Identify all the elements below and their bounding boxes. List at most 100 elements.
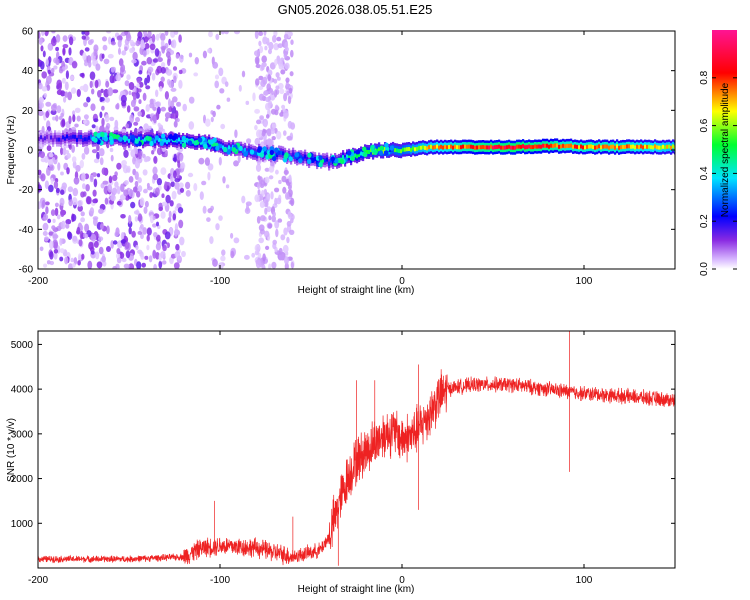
spectrogram-noise-blob — [287, 95, 292, 105]
spectrogram-noise-blob — [47, 218, 52, 224]
spectrogram-ridge-core — [314, 157, 317, 162]
spectrogram-noise-blob — [134, 148, 139, 155]
spectrogram-ridge-core — [648, 144, 651, 149]
spectrogram-noise-blob — [170, 100, 175, 109]
spectrogram-ridge-spot — [362, 146, 367, 152]
spectrogram-noise-blob — [212, 61, 219, 69]
spectrogram-ridge-spot — [310, 157, 315, 163]
spectrogram-noise-blob — [120, 214, 126, 219]
spectrogram-noise-blob — [39, 151, 45, 159]
colorbar-tick-label: 0.0 — [699, 262, 710, 276]
spectrogram-noise-blob — [146, 244, 150, 251]
spectrogram-ridge-core — [366, 149, 369, 154]
spectrogram-noise-blob — [75, 164, 81, 172]
spectrogram-noise-blob — [106, 246, 111, 252]
chart-title: GN05.2026.038.05.51.E25 — [278, 2, 433, 17]
spectrogram-ridge-spot — [318, 162, 323, 168]
spectrogram-ridge-core — [50, 135, 53, 140]
spectrogram-noise-blob — [264, 176, 270, 184]
spectrogram-noise-blob — [82, 52, 87, 61]
spectrogram-noise-blob — [255, 259, 261, 269]
spectrogram-noise-blob — [138, 70, 143, 75]
spectrogram-noise-blob — [90, 233, 97, 242]
spectrogram-noise-blob — [264, 167, 270, 172]
spectrogram-noise-blob — [120, 183, 125, 192]
spectrogram-ridge-core — [502, 145, 505, 150]
spectrogram-noise-blob — [130, 149, 136, 158]
spectrogram-ridge-core — [468, 144, 471, 149]
spectrogram-noise-blob — [99, 157, 104, 166]
spectrogram-noise-blob — [48, 152, 54, 158]
spectrogram-noise-blob — [274, 220, 280, 229]
spectrogram-noise-blob — [128, 90, 132, 96]
spectrogram-noise-blob — [266, 138, 273, 147]
spectrogram-noise-blob — [143, 188, 148, 194]
spectrogram-ridge-core — [228, 145, 231, 150]
spectrogram-noise-blob — [114, 119, 119, 129]
spectrogram-noise-blob — [76, 226, 81, 235]
spectrogram-noise-blob — [167, 58, 171, 66]
spectrogram-ridge-core — [324, 158, 327, 163]
spectrogram-noise-blob — [73, 257, 78, 265]
spectrogram-noise-blob — [246, 203, 249, 212]
spectrogram-noise-blob — [107, 87, 114, 97]
spectrogram-ridge-core — [478, 145, 481, 150]
spectrogram-ridge-spot — [108, 135, 114, 141]
spectrogram-ridge — [38, 129, 675, 171]
spectrogram-noise-blob — [82, 183, 86, 190]
spectrogram-noise-blob — [265, 245, 270, 250]
spectrogram-noise-blob — [271, 215, 277, 223]
spectrogram-noise-blob — [146, 74, 151, 84]
spectrogram-noise-blob — [168, 210, 172, 219]
spectrogram-noise-blob — [145, 104, 150, 112]
spectrogram-noise-blob — [230, 250, 235, 259]
spectrogram-noise-blob — [112, 187, 118, 195]
spectrogram-noise-blob — [177, 207, 184, 214]
spectrogram-noise-blob — [276, 130, 282, 140]
spectrogram-noise-blob — [220, 31, 225, 35]
spectrogram-noise-blob — [77, 253, 82, 261]
spectrogram-ridge-core — [650, 145, 653, 150]
spectrogram-noise-blob — [49, 251, 54, 260]
spectrogram-ridge-core — [80, 135, 83, 139]
spectrogram-noise-blob — [174, 251, 181, 258]
spectrogram-noise-blob — [71, 144, 75, 153]
spectrogram-noise-blob — [109, 116, 115, 122]
spectrogram-ridge-core — [416, 146, 419, 151]
spectrogram-noise-blob — [170, 181, 175, 188]
spectrogram-ridge-core — [376, 148, 379, 153]
spectrogram-noise-blob — [241, 70, 246, 78]
spectrogram-ridge-core — [184, 139, 187, 144]
spectrogram-noise-blob — [287, 120, 293, 129]
spectrogram-ridge-core — [248, 148, 251, 153]
spectrogram-noise-blob — [209, 236, 214, 245]
spectrogram-ridge-core — [354, 153, 357, 158]
spectrogram-noise-blob — [258, 86, 264, 90]
spectrogram-noise-blob — [116, 35, 123, 41]
spectrogram-noise-blob — [207, 163, 214, 171]
spectrogram-noise-blob — [133, 210, 140, 215]
spectrogram-ridge-core — [46, 134, 49, 139]
spectrogram-noise-blob — [61, 77, 66, 84]
spectrogram-noise-blob — [179, 153, 184, 162]
spectrogram-ridge-core — [618, 145, 621, 150]
spectrogram-noise-blob — [168, 98, 171, 108]
spectrogram-ridge-core — [280, 150, 283, 155]
spectrogram-noise-blob — [38, 201, 42, 210]
spectrogram-noise-blob — [286, 90, 290, 96]
spectrogram-noise-blob — [144, 200, 149, 208]
spectrogram-ridge-spot — [193, 140, 198, 146]
spectrogram-noise-blob — [132, 93, 137, 101]
spectrogram-noise-blob — [194, 57, 199, 65]
spectrogram-noise-blob — [256, 129, 262, 138]
spectrogram-noise-blob — [124, 46, 128, 52]
spectrogram-noise-blob — [72, 110, 76, 116]
spectrogram-noise-blob — [60, 147, 64, 156]
spectrogram-noise-blob — [264, 45, 268, 51]
spectrogram-ridge-core — [128, 138, 131, 143]
colorbar: 0.0 0.2 0.4 0.6 0.8 Normalized spectral ampl… — [699, 30, 737, 276]
spectrogram-noise-blob — [99, 111, 103, 119]
spectrogram-noise-blob — [166, 69, 173, 76]
spectrogram-ridge-spot — [249, 149, 255, 155]
spectrogram-noise-blob — [270, 161, 275, 168]
